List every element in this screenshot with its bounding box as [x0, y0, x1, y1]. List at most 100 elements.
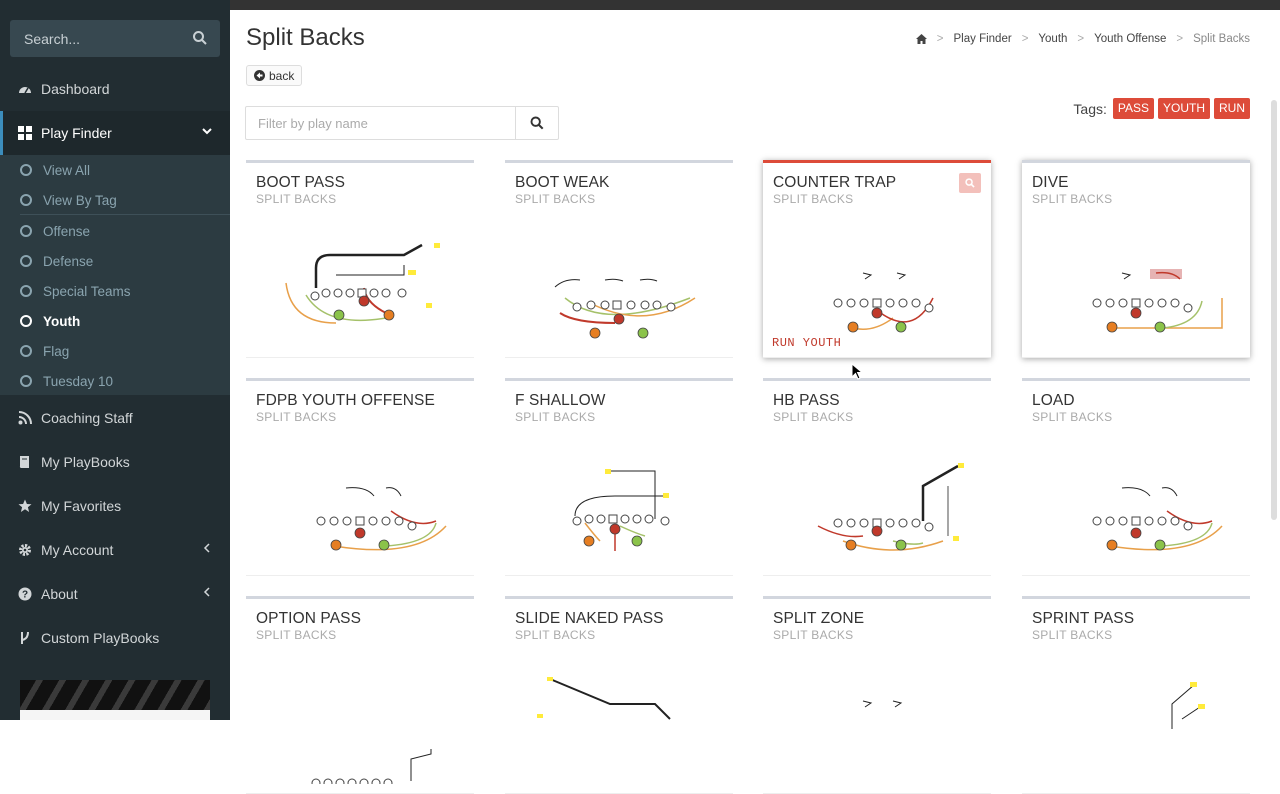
submenu-label: Youth	[43, 313, 81, 329]
card-tags: RUN YOUTH	[772, 336, 842, 350]
breadcrumb-current: Split Backs	[1193, 33, 1250, 45]
play-formation: SPLIT BACKS	[1032, 628, 1113, 642]
play-diagram	[537, 677, 671, 720]
circle-icon	[20, 255, 32, 267]
page-title: Split Backs	[246, 24, 365, 51]
play-formation: SPLIT BACKS	[515, 628, 596, 642]
circle-icon	[20, 194, 32, 206]
back-button[interactable]: back	[246, 65, 303, 86]
play-diagram	[285, 243, 440, 324]
sidebar-item-my-account[interactable]: My Account	[0, 528, 230, 572]
tag-filter: Tags: PASS YOUTH RUN	[1073, 98, 1250, 119]
play-card[interactable]: DIVE SPLIT BACKS	[1022, 160, 1250, 358]
play-diagram	[1092, 487, 1223, 551]
play-card[interactable]: BOOT PASS SPLIT BACKS	[246, 160, 474, 358]
play-card[interactable]: F SHALLOW SPLIT BACKS	[505, 378, 733, 576]
tag-pass[interactable]: PASS	[1112, 98, 1154, 119]
submenu-offense[interactable]: Offense	[0, 216, 230, 246]
filter-input[interactable]	[246, 107, 516, 139]
zoom-button[interactable]	[959, 173, 981, 193]
arrow-circle-left-icon	[254, 70, 265, 81]
breadcrumb-play-finder[interactable]: Play Finder	[953, 33, 1012, 45]
submenu-view-all[interactable]: View All	[0, 155, 230, 185]
play-formation: SPLIT BACKS	[256, 628, 337, 642]
sidebar-item-about[interactable]: ? About	[0, 572, 230, 616]
play-diagram	[862, 700, 903, 708]
play-formation: SPLIT BACKS	[1032, 192, 1113, 206]
play-card[interactable]: LOAD SPLIT BACKS	[1022, 378, 1250, 576]
sidebar-item-dashboard[interactable]: Dashboard	[0, 67, 230, 111]
play-diagram	[554, 278, 696, 339]
main-content: Split Backs > Play Finder > Youth > Yout…	[230, 10, 1280, 794]
chevron-left-icon	[203, 587, 210, 597]
submenu-label: Tuesday 10	[43, 373, 114, 389]
play-diagram	[572, 469, 670, 551]
submenu-defense[interactable]: Defense	[0, 246, 230, 276]
sidebar-search-input[interactable]	[10, 20, 220, 57]
circle-icon	[20, 375, 32, 387]
sidebar-item-label: Play Finder	[41, 125, 112, 141]
breadcrumb-youth[interactable]: Youth	[1038, 33, 1068, 45]
scrollbar[interactable]	[1271, 100, 1277, 520]
play-diagram	[1171, 682, 1205, 729]
chevron-down-icon	[202, 128, 212, 135]
breadcrumb-youth-offense[interactable]: Youth Offense	[1094, 33, 1167, 45]
sidebar-item-label: My Favorites	[41, 498, 122, 514]
filter-search-button[interactable]	[515, 107, 558, 139]
submenu-flag[interactable]: Flag	[0, 336, 230, 366]
book-icon	[18, 455, 32, 469]
sidebar-item-play-finder[interactable]: Play Finder	[0, 111, 230, 155]
play-diagram	[316, 487, 447, 551]
submenu-view-by-tag[interactable]: View By Tag	[0, 185, 230, 215]
tag-run[interactable]: RUN	[1214, 98, 1250, 119]
circle-icon	[20, 285, 32, 297]
mouse-cursor	[851, 363, 863, 380]
gear-icon	[18, 543, 32, 557]
play-card[interactable]: OPTION PASS SPLIT BACKS	[246, 596, 474, 794]
home-icon[interactable]	[915, 34, 927, 44]
rss-icon	[18, 411, 32, 425]
play-card[interactable]: SLIDE NAKED PASS SPLIT BACKS	[505, 596, 733, 794]
sidebar-item-label: My Account	[41, 542, 114, 558]
breadcrumb-separator: >	[1077, 33, 1085, 45]
sidebar-item-custom-playbooks[interactable]: Custom PlayBooks	[0, 616, 230, 660]
submenu-label: Flag	[43, 343, 70, 359]
play-card[interactable]: FDPB YOUTH OFFENSE SPLIT BACKS	[246, 378, 474, 576]
submenu-label: View All	[43, 162, 91, 178]
play-title: FDPB YOUTH OFFENSE	[256, 392, 435, 409]
breadcrumb-separator: >	[936, 33, 944, 45]
breadcrumb-separator: >	[1021, 33, 1029, 45]
sidebar-item-label: Custom PlayBooks	[41, 630, 160, 646]
submenu-divider	[20, 214, 230, 215]
play-formation: SPLIT BACKS	[1032, 410, 1113, 424]
tag-youth[interactable]: YOUTH	[1158, 98, 1210, 119]
back-label: back	[269, 68, 295, 83]
question-icon: ?	[18, 587, 32, 601]
chevron-left-icon	[203, 543, 210, 553]
circle-icon	[20, 345, 32, 357]
play-formation: SPLIT BACKS	[773, 410, 854, 424]
play-formation: SPLIT BACKS	[515, 192, 596, 206]
breadcrumb: > Play Finder > Youth > Youth Offense > …	[915, 33, 1250, 45]
grid-icon	[18, 126, 32, 140]
submenu-youth[interactable]: Youth	[0, 306, 230, 336]
submenu-tuesday-10[interactable]: Tuesday 10	[0, 366, 230, 396]
play-card[interactable]: SPRINT PASS SPLIT BACKS	[1022, 596, 1250, 794]
search-icon[interactable]	[192, 30, 208, 46]
play-formation: SPLIT BACKS	[515, 410, 596, 424]
play-title: BOOT WEAK	[515, 174, 610, 191]
submenu-label: View By Tag	[43, 192, 117, 208]
breadcrumb-separator: >	[1176, 33, 1184, 45]
sidebar-item-my-favorites[interactable]: My Favorites	[0, 484, 230, 528]
play-card[interactable]: SPLIT ZONE SPLIT BACKS	[763, 596, 991, 794]
play-card[interactable]: BOOT WEAK SPLIT BACKS	[505, 160, 733, 358]
play-title: SPRINT PASS	[1032, 610, 1135, 627]
submenu-special-teams[interactable]: Special Teams	[0, 276, 230, 306]
play-card[interactable]: HB PASS SPLIT BACKS	[763, 378, 991, 576]
play-card-hovered[interactable]: COUNTER TRAP SPLIT BACKS RUN YOUTH	[763, 160, 991, 358]
play-title: SPLIT ZONE	[773, 610, 865, 627]
filter-group	[245, 106, 559, 140]
sidebar-item-my-playbooks[interactable]: My PlayBooks	[0, 440, 230, 484]
sidebar-item-coaching-staff[interactable]: Coaching Staff	[0, 396, 230, 440]
search-icon	[530, 116, 544, 130]
